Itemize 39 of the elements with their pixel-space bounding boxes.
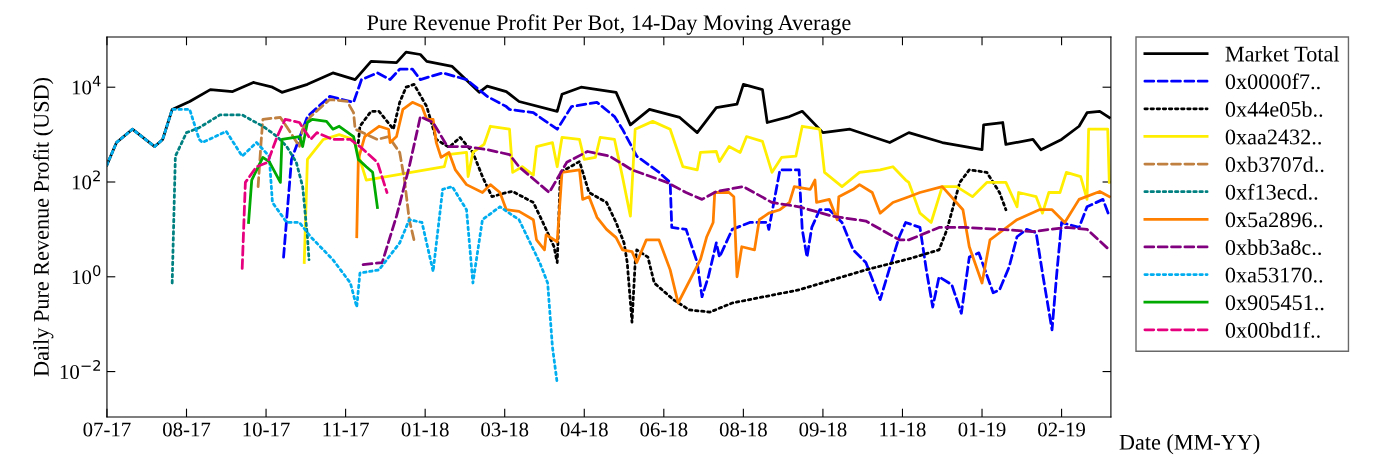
x-tick-label: 04-18: [560, 422, 608, 437]
y-tick-label: 10$^{4}$: [72, 75, 101, 95]
legend-label: 0xaa2432..: [1225, 129, 1321, 145]
y-tick-label: 10$^{0}$: [72, 265, 101, 285]
legend-label: 0xb3707d..: [1225, 156, 1324, 173]
y-axis-title: Daily Pure Revenue Profit (USD): [32, 77, 54, 377]
x-tick-label: 08-17: [162, 422, 211, 437]
legend-label: 0xf13ecd..: [1225, 183, 1318, 200]
x-tick-label: 06-18: [640, 422, 688, 437]
x-tick-label: 09-18: [799, 422, 847, 437]
legend-label: 0x0000f7..: [1225, 73, 1320, 90]
y-tick-label: 10$^{2}$: [72, 170, 100, 190]
x-tick-label: 10-17: [243, 422, 290, 437]
x-tick-label: 08-18: [719, 422, 767, 437]
legend-label: 0x5a2896..: [1225, 212, 1323, 228]
line-series: [356, 82, 1008, 324]
legend-label: 0xa53170..: [1225, 267, 1323, 283]
chart-title: Pure Revenue Profit Per Bot, 14-Day Moving Average: [367, 14, 851, 35]
legend-label: 0x44e05b..: [1225, 101, 1323, 117]
x-tick-label: 02-19: [1038, 422, 1086, 437]
x-tick-label: 01-18: [401, 422, 449, 437]
line-series: [170, 113, 311, 285]
line-series: [247, 117, 379, 224]
line-series: [355, 100, 1111, 305]
line-series: [106, 108, 559, 385]
line-series: [256, 98, 416, 242]
x-tick-label: 11-18: [880, 422, 926, 437]
legend-label: Market Total: [1225, 45, 1340, 62]
legend-label: 0x905451..: [1225, 295, 1324, 311]
x-tick-label: 01-19: [958, 422, 1006, 437]
legend-label: 0xbb3a8c..: [1225, 239, 1321, 256]
line-series: [282, 67, 1111, 332]
x-axis-title: Date (MM-YY): [1119, 434, 1260, 455]
legend-label: 0x00bd1f..: [1225, 321, 1320, 338]
line-series: [240, 117, 389, 270]
x-tick-label: 11-17: [323, 422, 369, 437]
x-tick-label: 03-18: [481, 422, 529, 437]
x-tick-label: 07-17: [83, 422, 131, 437]
y-tick-label: 10$^{−2}$: [60, 359, 101, 379]
